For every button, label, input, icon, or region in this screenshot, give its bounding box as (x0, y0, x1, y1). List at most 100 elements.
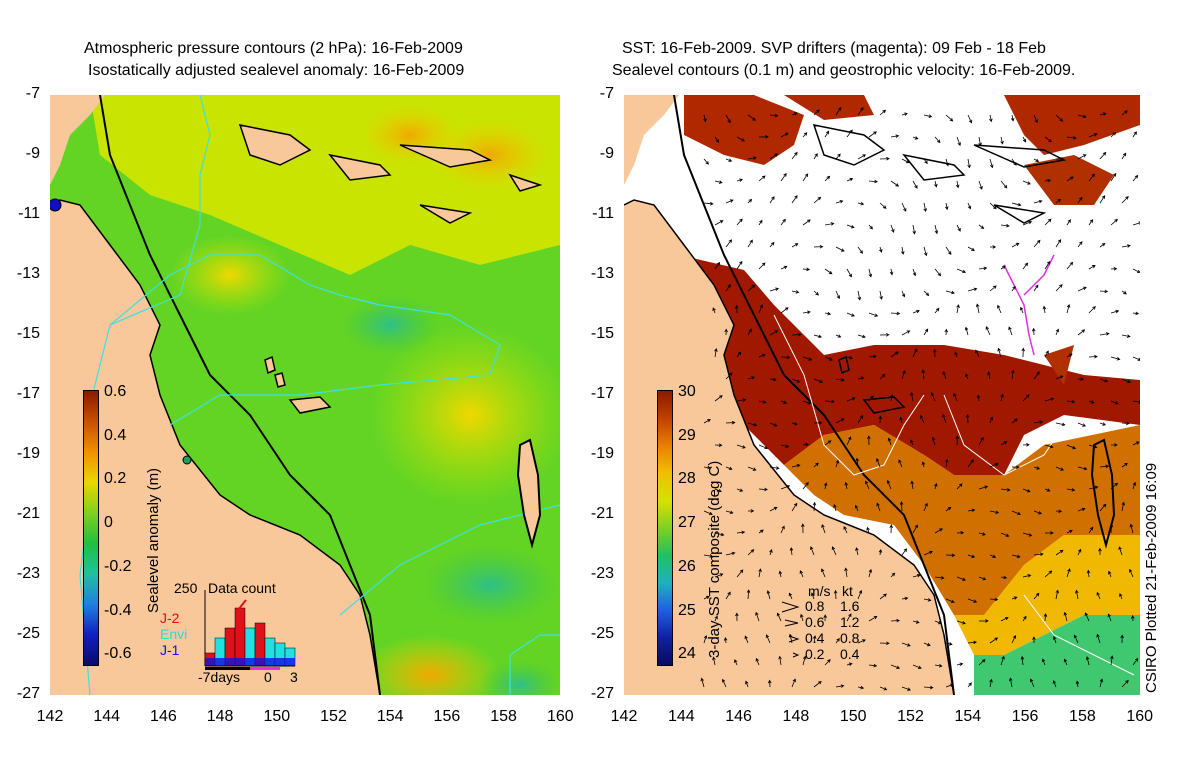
velocity-arrow (967, 508, 976, 513)
velocity-arrow (714, 136, 720, 143)
station-marker-blue (50, 198, 62, 212)
velocity-arrow (714, 615, 718, 622)
velocity-arrow (934, 268, 942, 277)
sst-reef-outline (673, 95, 955, 695)
velocity-arrow (934, 576, 945, 580)
velocity-arrow (1088, 526, 1094, 534)
velocity-arrow (1000, 136, 1004, 145)
velocity-arrow (1132, 481, 1137, 490)
velocity-arrow (736, 444, 746, 449)
velocity-arrow (890, 134, 900, 138)
velocity-arrow (876, 502, 881, 512)
velocity-arrow (1033, 371, 1040, 380)
velocity-arrow (835, 199, 844, 204)
velocity-legend-row1-kt: 1.6 (840, 598, 860, 614)
velocity-arrow (1021, 347, 1026, 358)
velocity-arrow (725, 158, 733, 162)
velocity-arrow (824, 311, 832, 316)
left-y-tick: -21 (16, 505, 40, 522)
velocity-arrow (791, 243, 799, 248)
velocity-arrow (956, 136, 961, 147)
velocity-arrow (868, 312, 879, 317)
velocity-arrow (802, 655, 807, 666)
right-x-tick: 160 (1126, 708, 1154, 725)
velocity-arrow (890, 351, 899, 358)
anomaly-cyan-2 (420, 545, 560, 625)
sst-colorbar-tick: 28 (678, 470, 696, 488)
velocity-arrow (1022, 488, 1031, 493)
velocity-arrow (901, 330, 911, 336)
velocity-arrow (901, 202, 907, 212)
anomaly-cyan-3 (480, 660, 560, 695)
left-x-tick: 152 (320, 708, 347, 725)
sst-red-ne (1024, 155, 1114, 385)
velocity-arrow (866, 526, 870, 534)
velocity-arrow (923, 642, 931, 647)
velocity-arrow (967, 640, 977, 645)
velocity-arrow (989, 245, 997, 249)
velocity-arrow (776, 612, 782, 622)
velocity-arrow (912, 620, 920, 624)
velocity-arrow (725, 284, 731, 292)
velocity-arrow (955, 435, 960, 446)
velocity-arrow (824, 399, 835, 404)
velocity-arrow (1110, 443, 1118, 447)
velocity-arrow (889, 268, 894, 276)
velocity-arrow (766, 590, 771, 600)
velocity-arrow (1077, 114, 1087, 119)
velocity-arrow (967, 459, 974, 468)
velocity-arrow (824, 130, 830, 138)
velocity-arrow (703, 201, 714, 206)
velocity-arrow (868, 131, 877, 138)
velocity-arrow (1011, 285, 1016, 292)
sealevel-colorbar (83, 390, 99, 666)
velocity-arrow (967, 158, 971, 169)
velocity-arrow (846, 613, 852, 622)
velocity-arrow (1132, 311, 1140, 316)
velocity-arrow (833, 503, 837, 512)
velocity-arrow (791, 290, 800, 294)
sst-orange-band (784, 425, 1140, 615)
velocity-arrow (956, 620, 966, 625)
velocity-arrow (835, 459, 840, 468)
velocity-arrow (978, 576, 987, 581)
velocity-arrow (813, 244, 824, 249)
anomaly-yellow-east (370, 325, 560, 505)
sst-colorbar-tick: 25 (678, 601, 696, 619)
velocity-arrow (725, 239, 733, 248)
velocity-arrow (813, 153, 818, 160)
velocity-arrow (899, 501, 904, 512)
velocity-arrow (1088, 485, 1099, 490)
velocity-arrow (879, 202, 887, 209)
velocity-arrow (886, 479, 892, 490)
velocity-arrow (857, 290, 862, 301)
velocity-arrow (978, 224, 985, 229)
velocity-arrow (956, 483, 963, 490)
velocity-arrow (868, 268, 873, 278)
velocity-arrow (1055, 198, 1062, 204)
velocity-arrow (1066, 261, 1074, 270)
velocity-arrow (1033, 239, 1041, 248)
velocity-arrow (868, 663, 878, 668)
velocity-arrow (769, 153, 779, 160)
velocity-arrow (1055, 284, 1063, 292)
sst-red-north (684, 95, 1140, 165)
velocity-arrow (810, 546, 815, 556)
velocity-arrow (1110, 655, 1114, 666)
velocity-arrow (823, 482, 828, 490)
velocity-arrow (1000, 393, 1004, 402)
right-y-tick: -23 (590, 565, 614, 582)
velocity-arrow (780, 355, 791, 360)
velocity-arrow (1066, 176, 1074, 182)
velocity-arrow (864, 480, 870, 490)
velocity-arrow (967, 598, 978, 603)
velocity-arrow (1044, 350, 1049, 358)
velocity-arrow (723, 637, 728, 644)
velocity-arrow (780, 265, 788, 270)
right-x-tick: 144 (667, 708, 695, 725)
velocity-arrow (747, 114, 756, 121)
velocity-arrow (997, 304, 1002, 314)
velocity-arrow (812, 635, 817, 644)
velocity-arrow (824, 659, 831, 666)
velocity-arrow (703, 554, 714, 558)
